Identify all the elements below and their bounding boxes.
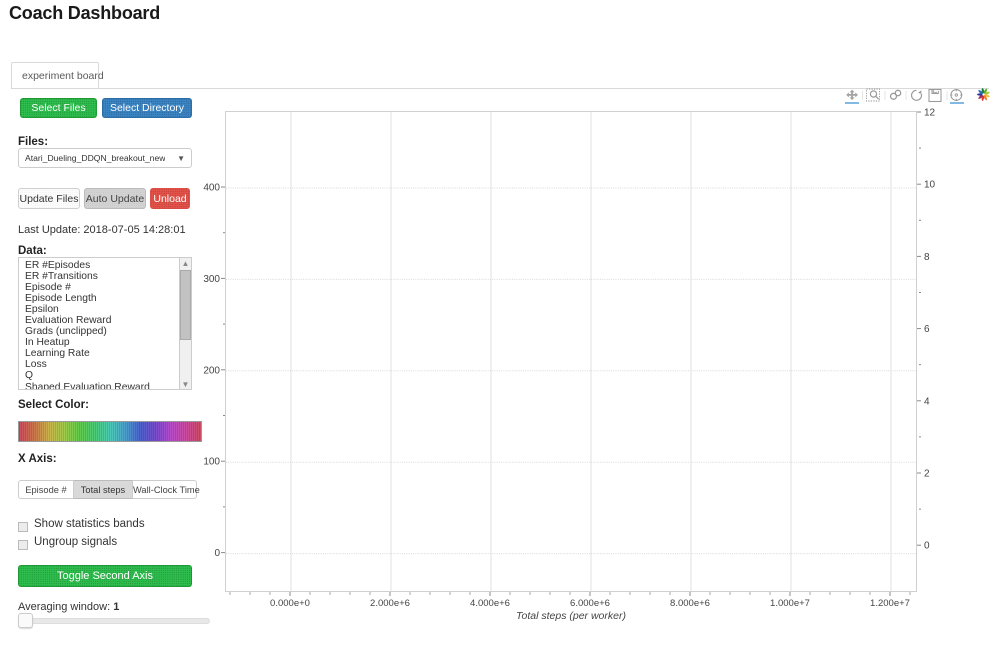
- svg-text:200: 200: [203, 365, 220, 376]
- svg-text:8.000e+6: 8.000e+6: [670, 598, 710, 609]
- svg-text:1.000e+7: 1.000e+7: [770, 598, 810, 609]
- svg-text:300: 300: [203, 274, 220, 285]
- svg-text:6.000e+6: 6.000e+6: [570, 598, 610, 609]
- svg-text:8: 8: [924, 252, 930, 263]
- svg-text:6: 6: [924, 324, 930, 335]
- svg-text:0: 0: [924, 541, 930, 552]
- svg-text:0: 0: [214, 548, 220, 559]
- svg-text:4.000e+6: 4.000e+6: [470, 598, 510, 609]
- svg-text:10: 10: [924, 180, 936, 191]
- svg-text:2.000e+6: 2.000e+6: [370, 598, 410, 609]
- svg-text:1.200e+7: 1.200e+7: [870, 598, 910, 609]
- svg-text:0.000e+0: 0.000e+0: [270, 598, 310, 609]
- svg-text:100: 100: [203, 457, 220, 468]
- svg-text:2: 2: [924, 469, 930, 480]
- svg-text:4: 4: [924, 396, 930, 407]
- svg-text:12: 12: [924, 108, 936, 119]
- svg-text:400: 400: [203, 183, 220, 194]
- svg-text:Total steps (per worker): Total steps (per worker): [516, 610, 626, 622]
